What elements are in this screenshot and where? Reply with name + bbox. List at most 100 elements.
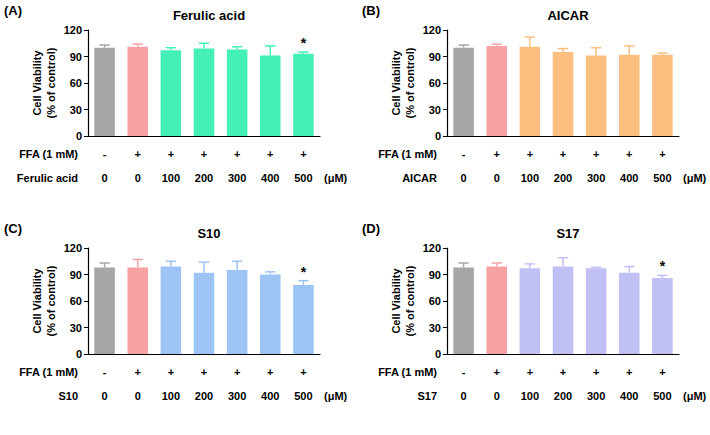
svg-text:(μM): (μM) bbox=[324, 172, 348, 184]
svg-text:-: - bbox=[103, 366, 107, 378]
svg-text:+: + bbox=[527, 366, 533, 378]
svg-text:120: 120 bbox=[423, 242, 441, 254]
svg-text:120: 120 bbox=[64, 242, 82, 254]
svg-text:90: 90 bbox=[429, 269, 441, 281]
svg-text:0: 0 bbox=[76, 348, 82, 360]
svg-text:(% of control): (% of control) bbox=[45, 265, 57, 336]
svg-text:60: 60 bbox=[429, 77, 441, 89]
svg-text:0: 0 bbox=[435, 130, 441, 142]
svg-text:120: 120 bbox=[423, 24, 441, 36]
svg-text:400: 400 bbox=[261, 172, 279, 184]
svg-text:+: + bbox=[659, 366, 665, 378]
svg-text:400: 400 bbox=[620, 390, 638, 402]
svg-text:Ferulic acid: Ferulic acid bbox=[17, 172, 78, 184]
svg-text:60: 60 bbox=[429, 295, 441, 307]
svg-text:60: 60 bbox=[70, 295, 82, 307]
svg-text:+: + bbox=[300, 148, 306, 160]
svg-text:+: + bbox=[201, 148, 207, 160]
svg-text:90: 90 bbox=[70, 269, 82, 281]
svg-text:(C): (C) bbox=[4, 221, 22, 236]
svg-text:30: 30 bbox=[429, 104, 441, 116]
svg-text:+: + bbox=[234, 366, 240, 378]
svg-text:0: 0 bbox=[435, 348, 441, 360]
svg-text:+: + bbox=[267, 148, 273, 160]
svg-text:100: 100 bbox=[521, 172, 539, 184]
svg-text:0: 0 bbox=[76, 130, 82, 142]
svg-text:200: 200 bbox=[554, 390, 572, 402]
svg-text:300: 300 bbox=[587, 390, 605, 402]
svg-text:+: + bbox=[234, 148, 240, 160]
svg-text:0: 0 bbox=[102, 172, 108, 184]
svg-text:Cell Viability: Cell Viability bbox=[390, 50, 402, 116]
svg-text:(% of control): (% of control) bbox=[404, 47, 416, 118]
svg-text:200: 200 bbox=[195, 172, 213, 184]
svg-text:FFA (1 mM): FFA (1 mM) bbox=[378, 148, 437, 160]
svg-text:+: + bbox=[560, 148, 566, 160]
svg-text:+: + bbox=[626, 148, 632, 160]
svg-text:+: + bbox=[560, 366, 566, 378]
svg-text:+: + bbox=[593, 366, 599, 378]
svg-text:(μM): (μM) bbox=[683, 390, 707, 402]
svg-text:FFA (1 mM): FFA (1 mM) bbox=[19, 366, 78, 378]
svg-text:+: + bbox=[168, 366, 174, 378]
svg-text:+: + bbox=[300, 366, 306, 378]
svg-text:+: + bbox=[527, 148, 533, 160]
svg-text:30: 30 bbox=[70, 104, 82, 116]
svg-text:0: 0 bbox=[461, 172, 467, 184]
svg-text:300: 300 bbox=[228, 172, 246, 184]
svg-text:(% of control): (% of control) bbox=[404, 265, 416, 336]
svg-text:100: 100 bbox=[162, 390, 180, 402]
svg-text:500: 500 bbox=[294, 172, 312, 184]
svg-text:-: - bbox=[462, 148, 466, 160]
svg-text:*: * bbox=[301, 35, 307, 51]
svg-text:200: 200 bbox=[195, 390, 213, 402]
svg-text:0: 0 bbox=[494, 172, 500, 184]
svg-text:0: 0 bbox=[461, 390, 467, 402]
svg-text:*: * bbox=[301, 264, 307, 280]
svg-text:+: + bbox=[493, 366, 499, 378]
svg-text:500: 500 bbox=[294, 390, 312, 402]
svg-text:120: 120 bbox=[64, 24, 82, 36]
svg-text:+: + bbox=[626, 366, 632, 378]
svg-text:S17: S17 bbox=[417, 390, 437, 402]
svg-text:100: 100 bbox=[521, 390, 539, 402]
svg-text:90: 90 bbox=[429, 51, 441, 63]
svg-text:200: 200 bbox=[554, 172, 572, 184]
svg-text:400: 400 bbox=[620, 172, 638, 184]
svg-text:(μM): (μM) bbox=[683, 172, 707, 184]
svg-text:Cell Viability: Cell Viability bbox=[31, 268, 43, 334]
svg-text:500: 500 bbox=[653, 172, 671, 184]
svg-text:-: - bbox=[103, 148, 107, 160]
svg-text:AICAR: AICAR bbox=[547, 8, 589, 23]
svg-text:400: 400 bbox=[261, 390, 279, 402]
svg-text:+: + bbox=[168, 148, 174, 160]
svg-text:30: 30 bbox=[429, 322, 441, 334]
svg-text:300: 300 bbox=[587, 172, 605, 184]
svg-text:+: + bbox=[493, 148, 499, 160]
svg-text:30: 30 bbox=[70, 322, 82, 334]
svg-text:-: - bbox=[462, 366, 466, 378]
svg-text:90: 90 bbox=[70, 51, 82, 63]
svg-text:(B): (B) bbox=[362, 3, 380, 18]
svg-text:Cell Viability: Cell Viability bbox=[390, 268, 402, 334]
svg-text:(% of control): (% of control) bbox=[45, 47, 57, 118]
svg-text:FFA (1 mM): FFA (1 mM) bbox=[378, 366, 437, 378]
svg-text:(μM): (μM) bbox=[324, 390, 348, 402]
svg-text:S10: S10 bbox=[197, 226, 220, 241]
svg-text:S10: S10 bbox=[58, 390, 78, 402]
svg-text:100: 100 bbox=[162, 172, 180, 184]
svg-text:0: 0 bbox=[102, 390, 108, 402]
svg-text:FFA (1 mM): FFA (1 mM) bbox=[19, 148, 78, 160]
svg-text:Cell Viability: Cell Viability bbox=[31, 50, 43, 116]
svg-text:60: 60 bbox=[70, 77, 82, 89]
svg-text:S17: S17 bbox=[556, 226, 579, 241]
svg-text:0: 0 bbox=[135, 390, 141, 402]
svg-text:(D): (D) bbox=[362, 221, 380, 236]
svg-text:AICAR: AICAR bbox=[402, 172, 437, 184]
svg-text:0: 0 bbox=[494, 390, 500, 402]
svg-text:+: + bbox=[593, 148, 599, 160]
svg-text:0: 0 bbox=[135, 172, 141, 184]
svg-text:+: + bbox=[201, 366, 207, 378]
svg-text:300: 300 bbox=[228, 390, 246, 402]
svg-text:*: * bbox=[660, 258, 666, 274]
